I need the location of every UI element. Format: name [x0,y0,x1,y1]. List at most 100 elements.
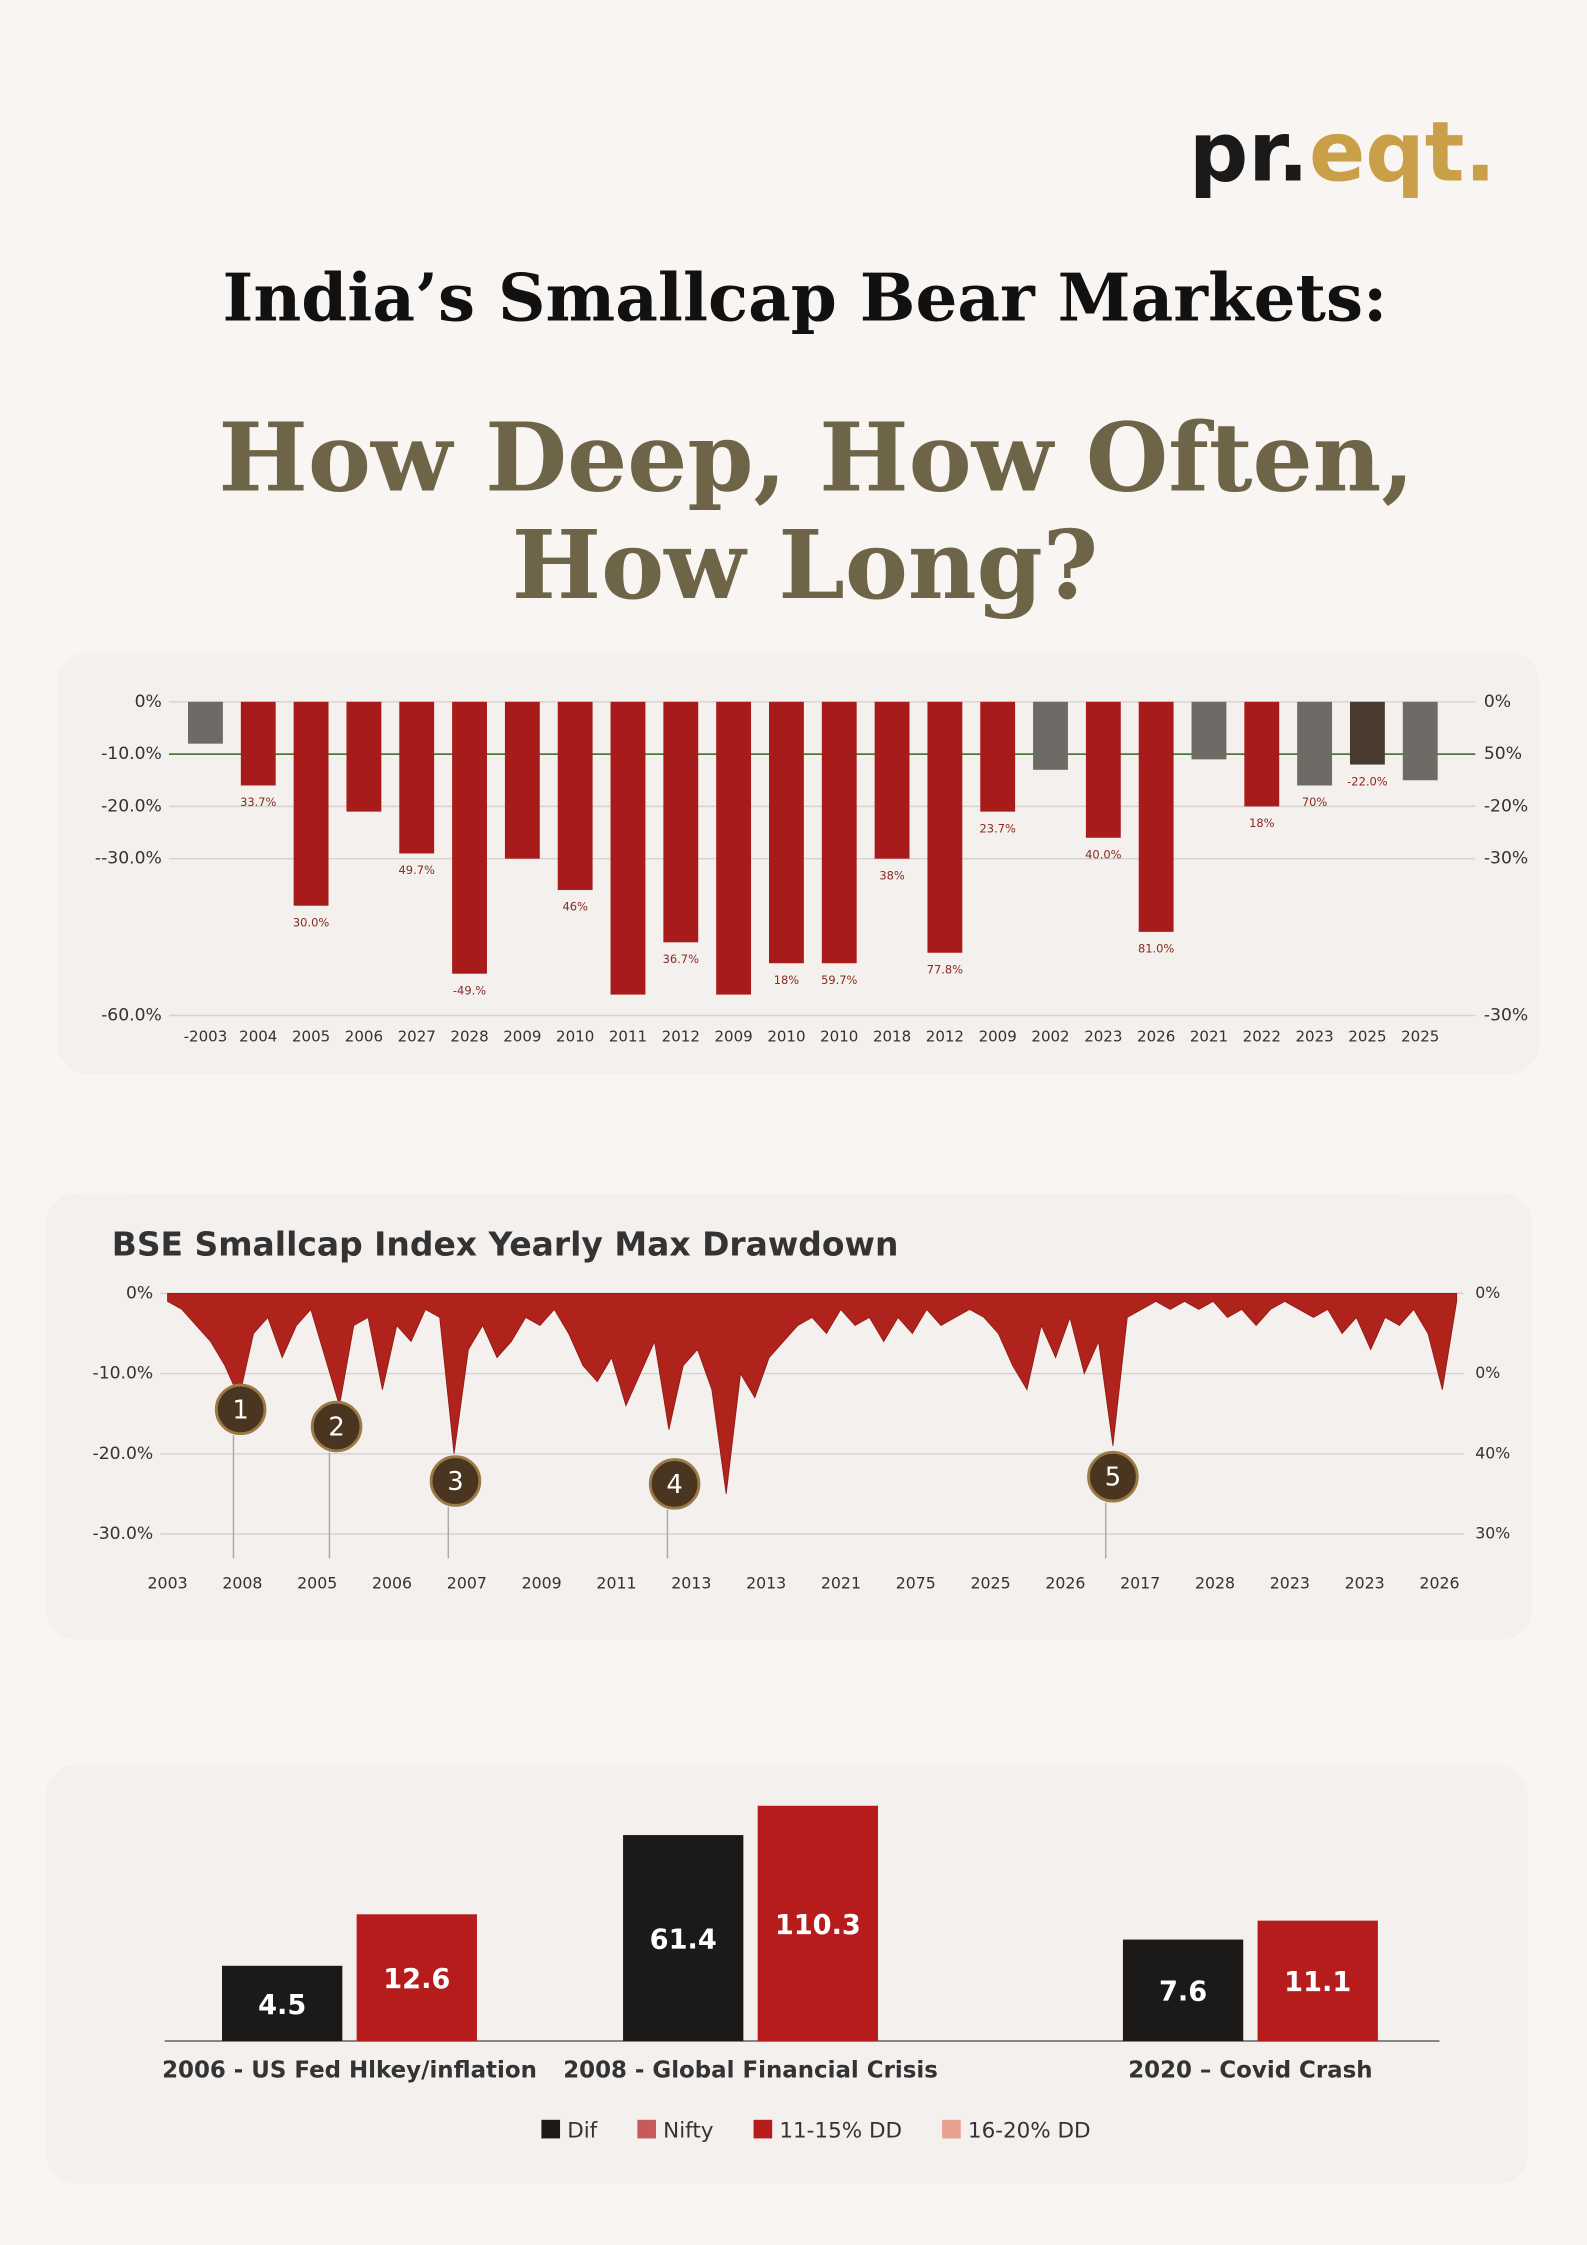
x-tick-label: 2021 [821,1574,861,1593]
bar [356,1914,477,2042]
bar [188,701,223,744]
x-tick-label: 2075 [896,1574,936,1593]
x-tick-label: 2017 [1120,1574,1160,1593]
bar [293,701,329,906]
bar [1138,701,1174,932]
bar [980,701,1016,812]
x-tick-label: 2025 [1401,1027,1439,1045]
bar [1257,1920,1378,2042]
bar [1349,701,1385,765]
y-tick-label: -10.0% [101,744,162,764]
marker-badge [214,1383,267,1436]
x-tick-label: 2011 [596,1574,636,1593]
x-tick-label: 2009 [979,1027,1017,1045]
bar [1244,701,1280,807]
y-tick-label: -30.0% [93,1524,154,1544]
bar [757,1805,879,2042]
x-tick-label: 2005 [292,1027,330,1045]
bar [557,701,593,891]
x-tick-label: 2018 [873,1027,911,1045]
bar-annotation: 18% [1249,816,1275,830]
x-tick-label: 2002 [1031,1027,1069,1045]
bar [623,1835,744,2042]
category-label: 2006 - US Fed Hlkey/inflation [162,2058,537,2084]
bar [821,701,857,964]
marker-label: 5 [1105,1463,1121,1493]
bar [452,701,487,974]
bar-annotation: 46% [562,900,588,914]
marker-badge [429,1455,482,1507]
subtitle-line: How Deep, How Often, [219,402,1415,513]
category-label: 2008 - Global Financial Crisis [563,2058,938,2084]
right-axis-label: 0% [1475,1363,1500,1382]
logo-dark: pr. [1189,103,1309,200]
y-tick-label: -20.0% [93,1444,154,1464]
right-axis-label: 40% [1475,1443,1510,1462]
x-tick-label: 2010 [556,1027,594,1045]
right-axis-label: -30% [1484,849,1528,869]
marker-badge [1087,1450,1139,1503]
bar-annotation: 38% [879,868,905,882]
legend-swatch [637,2119,656,2139]
bar [874,701,910,859]
x-tick-label: 2027 [398,1027,436,1045]
marker-badge [648,1458,701,1510]
bar [399,701,435,854]
x-tick-label: 2003 [148,1574,188,1593]
right-axis-label: -20% [1484,796,1528,816]
bar [504,701,540,859]
x-tick-label: 2007 [447,1574,487,1593]
bar-annotation: 70% [1302,795,1328,809]
legend-label: 16-20% DD [968,2118,1091,2143]
value-label: 110.3 [775,1910,861,1941]
x-tick-label: 2005 [297,1574,337,1593]
marker-label: 3 [447,1467,463,1497]
right-axis-label: 30% [1475,1524,1510,1543]
x-tick-label: 2023 [1084,1027,1122,1045]
bar-annotation: 23.7% [980,821,1016,835]
x-tick-label: 2009 [503,1027,541,1045]
bar [240,701,276,786]
right-axis-label: 50% [1484,744,1522,764]
logo: pr.eqt. [1189,103,1496,200]
bar [768,701,804,964]
x-tick-label: 2023 [1295,1027,1333,1045]
value-label: 11.1 [1284,1967,1351,1998]
bar [1402,701,1438,781]
subtitle-line: How Long? [512,510,1098,621]
x-tick-label: 2023 [1345,1574,1385,1593]
x-tick-label: 2023 [1270,1574,1310,1593]
x-tick-label: 2006 [372,1574,412,1593]
x-tick-label: 2013 [671,1574,711,1593]
legend-label: Nifty [663,2118,714,2143]
x-tick-label: -2003 [184,1027,228,1045]
x-tick-label: 2008 [222,1574,262,1593]
drawdown-area [167,1292,1458,1494]
legend-swatch [753,2119,773,2139]
y-tick-label: 0% [126,1283,153,1303]
bar-annotation: 18% [774,973,800,987]
x-tick-label: 2025 [1348,1027,1386,1045]
x-tick-label: 2010 [767,1027,805,1045]
x-tick-label: 2011 [609,1027,647,1045]
x-tick-label: 2012 [662,1027,700,1045]
x-tick-label: 2026 [1419,1574,1459,1593]
bar [1297,701,1333,786]
right-axis-label: 0% [1475,1283,1500,1302]
marker-label: 1 [232,1395,248,1425]
bar-annotation: -22.0% [1347,774,1388,788]
bar-annotation: 59.7% [821,973,857,987]
bar [716,701,752,995]
value-label: 4.5 [258,1990,306,2021]
x-tick-label: 2010 [820,1027,858,1045]
value-label: 12.6 [383,1964,450,1995]
marker-label: 4 [666,1470,682,1500]
bar-annotation: 36.7% [663,952,699,966]
marker-label: 2 [328,1413,344,1443]
bar-annotation: 33.7% [240,795,276,809]
x-tick-label: 2012 [926,1027,964,1045]
bar [1033,701,1068,770]
y-tick-label: -60.0% [101,1006,162,1026]
x-tick-label: 2022 [1243,1027,1281,1045]
